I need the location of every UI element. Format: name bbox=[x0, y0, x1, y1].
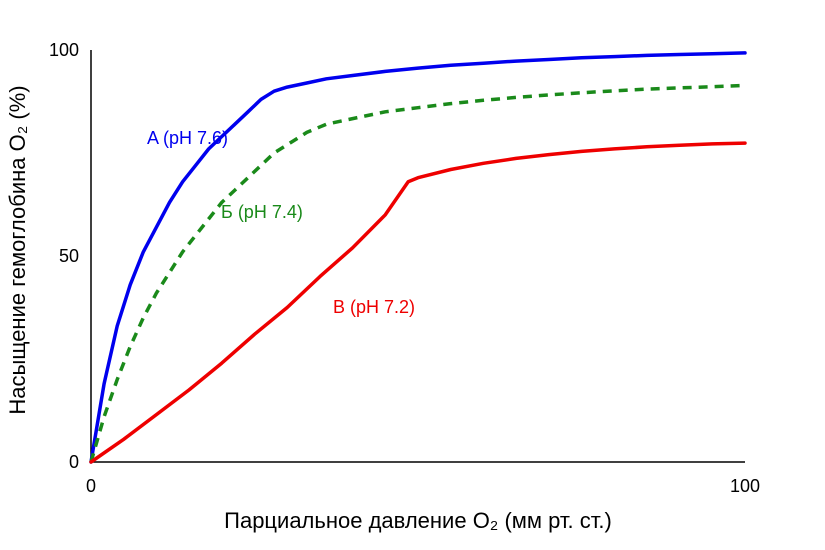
x-tick-label: 100 bbox=[730, 476, 760, 496]
axes bbox=[90, 50, 745, 463]
y-tick-label: 100 bbox=[49, 40, 79, 60]
series-label-1: Б (pH 7.4) bbox=[221, 202, 303, 222]
x-tick-label: 0 bbox=[86, 476, 96, 496]
tick-labels: 0 100 0 50 100 bbox=[49, 40, 760, 496]
y-tick-label: 50 bbox=[59, 246, 79, 266]
x-axis-label: Парциальное давление O₂ (мм рт. ст.) bbox=[224, 508, 612, 533]
series-labels: A (pH 7.6) Б (pH 7.4) В (pH 7.2) bbox=[147, 128, 415, 317]
series-line-2 bbox=[89, 141, 747, 464]
series-label-2: В (pH 7.2) bbox=[333, 297, 415, 317]
series-line-0 bbox=[89, 51, 747, 464]
series-label-0: A (pH 7.6) bbox=[147, 128, 228, 148]
y-axis-label: Насыщение гемоглобина O₂ (%) bbox=[5, 85, 30, 414]
y-tick-label: 0 bbox=[69, 452, 79, 472]
series-line-1 bbox=[89, 83, 746, 463]
series-lines bbox=[89, 51, 747, 464]
